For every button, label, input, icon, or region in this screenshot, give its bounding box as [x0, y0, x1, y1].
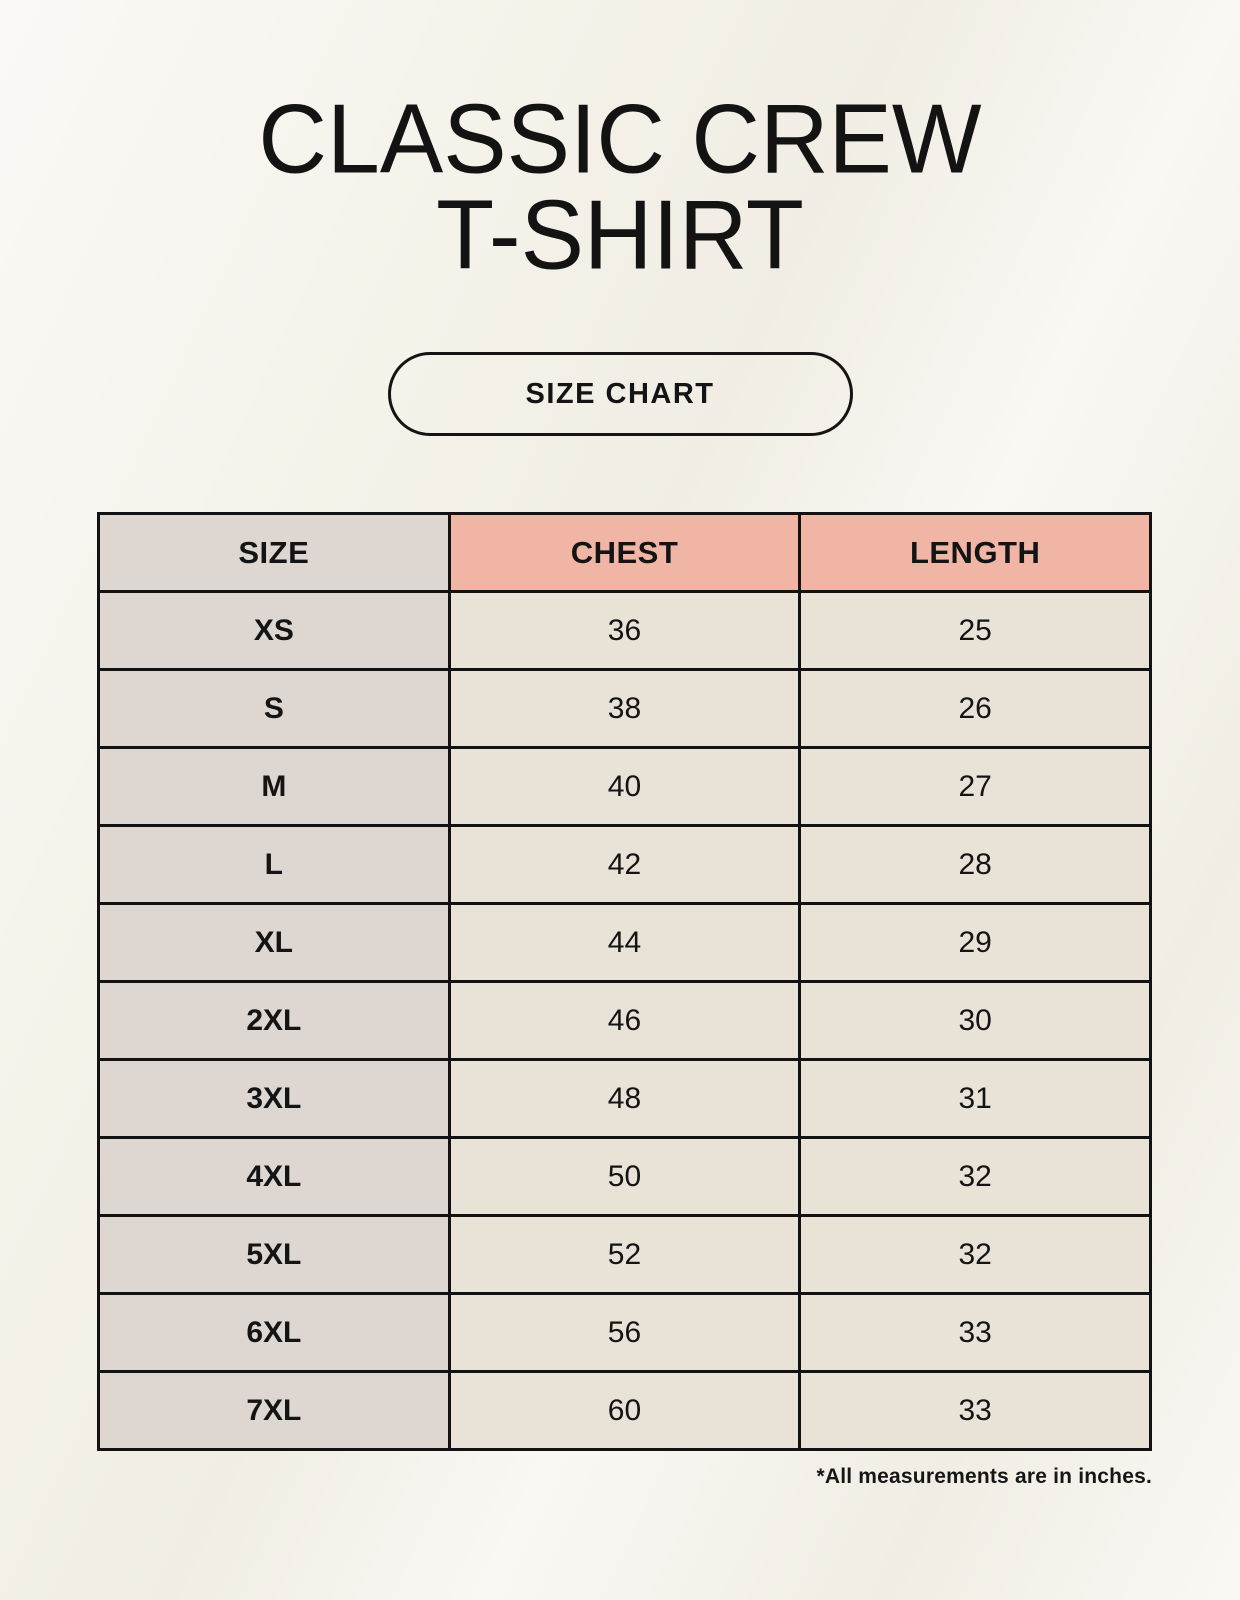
length-cell: 31: [798, 1058, 1152, 1139]
length-cell: 27: [798, 746, 1152, 827]
length-cell: 32: [798, 1136, 1152, 1217]
table-header-row: SIZE CHEST LENGTH: [97, 512, 1152, 593]
page-title-line2: T-SHIRT: [436, 180, 804, 291]
size-cell: 3XL: [97, 1058, 451, 1139]
size-cell: M: [97, 746, 451, 827]
size-cell: 2XL: [97, 980, 451, 1061]
header-size: SIZE: [97, 512, 451, 593]
size-cell: 6XL: [97, 1292, 451, 1373]
size-chart-table: SIZE CHEST LENGTH XS 36 25 S 38 26 M: [97, 512, 1152, 1451]
size-chart-table-container: SIZE CHEST LENGTH XS 36 25 S 38 26 M: [97, 512, 1152, 1489]
table-row: M 40 27: [97, 746, 1152, 827]
chest-cell: 60: [447, 1370, 802, 1451]
chest-cell: 38: [447, 668, 802, 749]
length-cell: 29: [798, 902, 1152, 983]
size-cell: 7XL: [97, 1370, 451, 1451]
table-row: XS 36 25: [97, 590, 1152, 671]
table-row: 3XL 48 31: [97, 1058, 1152, 1139]
measurements-footnote: *All measurements are in inches.: [816, 1465, 1152, 1488]
length-cell: 33: [798, 1292, 1152, 1373]
chest-cell: 46: [447, 980, 802, 1061]
chest-cell: 42: [447, 824, 802, 905]
header-chest: CHEST: [447, 512, 802, 593]
size-cell: S: [97, 668, 451, 749]
table-row: S 38 26: [97, 668, 1152, 749]
size-cell: XS: [97, 590, 451, 671]
size-cell: 5XL: [97, 1214, 451, 1295]
table-row: 6XL 56 33: [97, 1292, 1152, 1373]
chest-cell: 56: [447, 1292, 802, 1373]
chest-cell: 50: [447, 1136, 802, 1217]
table-row: 5XL 52 32: [97, 1214, 1152, 1295]
chest-cell: 44: [447, 902, 802, 983]
chest-cell: 48: [447, 1058, 802, 1139]
length-cell: 32: [798, 1214, 1152, 1295]
table-row: XL 44 29: [97, 902, 1152, 983]
size-chart-button[interactable]: SIZE CHART: [387, 352, 853, 437]
length-cell: 26: [798, 668, 1152, 749]
length-cell: 25: [798, 590, 1152, 671]
length-cell: 30: [798, 980, 1152, 1061]
length-cell: 33: [798, 1370, 1152, 1451]
page-title-line1: CLASSIC CREW: [258, 84, 982, 195]
length-cell: 28: [798, 824, 1152, 905]
page-title: CLASSIC CREW T-SHIRT: [0, 0, 1240, 291]
table-row: 2XL 46 30: [97, 980, 1152, 1061]
size-cell: XL: [97, 902, 451, 983]
table-row: 4XL 50 32: [97, 1136, 1152, 1217]
table-row: L 42 28: [97, 824, 1152, 905]
header-length: LENGTH: [798, 512, 1152, 593]
table-row: 7XL 60 33: [97, 1370, 1152, 1451]
size-cell: 4XL: [97, 1136, 451, 1217]
chest-cell: 36: [447, 590, 802, 671]
size-cell: L: [97, 824, 451, 905]
chest-cell: 40: [447, 746, 802, 827]
chest-cell: 52: [447, 1214, 802, 1295]
